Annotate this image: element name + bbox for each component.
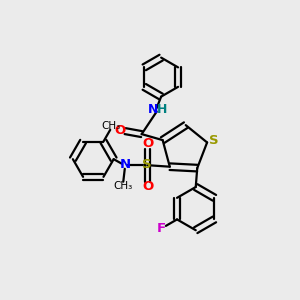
- Text: S: S: [142, 158, 151, 171]
- Text: H: H: [157, 103, 167, 116]
- Text: O: O: [114, 124, 126, 137]
- Text: CH₃: CH₃: [114, 182, 133, 191]
- Text: F: F: [157, 222, 166, 236]
- Text: N: N: [148, 103, 158, 116]
- Text: CH₃: CH₃: [101, 121, 120, 130]
- Text: N: N: [120, 158, 131, 171]
- Text: S: S: [209, 134, 218, 147]
- Text: O: O: [142, 180, 154, 193]
- Text: O: O: [142, 137, 154, 150]
